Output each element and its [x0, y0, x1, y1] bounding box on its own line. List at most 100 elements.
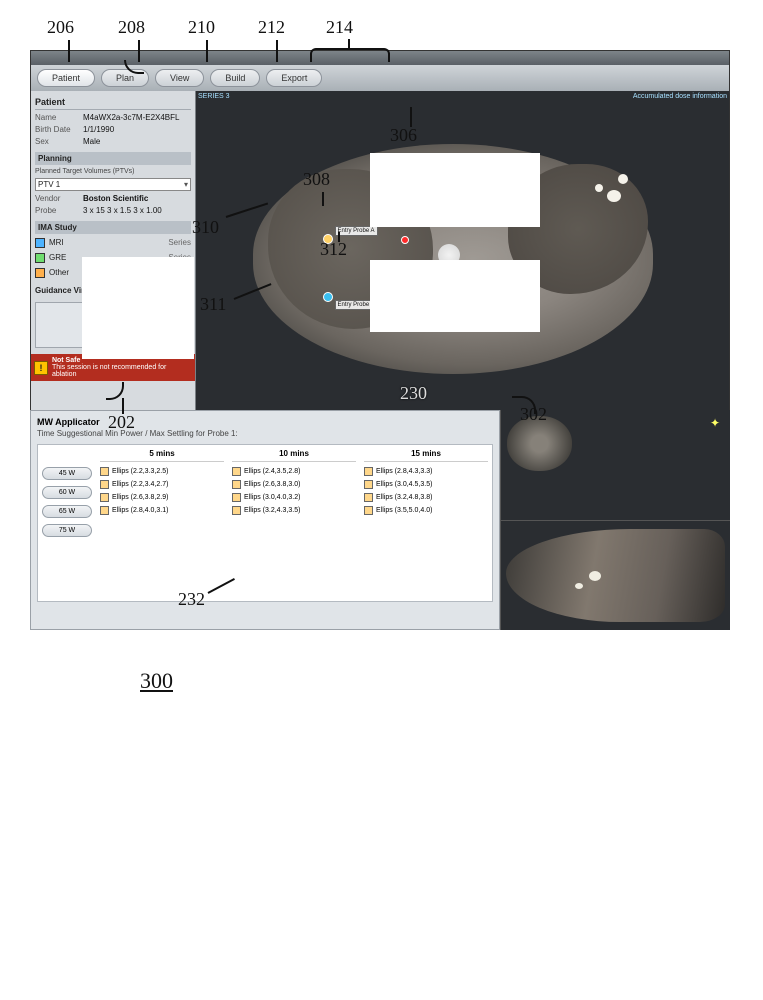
leader-line [348, 39, 350, 49]
probe-cell[interactable]: Ellips (3.5,5.0,4.0) [364, 504, 488, 517]
ct-bright-dot [607, 190, 621, 202]
checkbox-icon[interactable] [232, 467, 241, 476]
callout-212: 212 [258, 18, 285, 36]
ima-row-0[interactable]: MRI Series [35, 237, 191, 249]
target-pin-a[interactable] [401, 236, 409, 244]
tab-patient[interactable]: Patient [37, 69, 95, 87]
ima-row-1[interactable]: GRE Series [35, 252, 191, 264]
power-btn-2[interactable]: 65 W [42, 505, 92, 518]
ct-aorta [438, 244, 460, 266]
entry-pin-a[interactable] [323, 234, 333, 244]
probe-cell[interactable]: Ellips (2.6,3.8,3.0) [232, 478, 356, 491]
probe-cell[interactable]: Ellips (3.2,4.3,3.5) [232, 504, 356, 517]
power-btn-0[interactable]: 45 W [42, 467, 92, 480]
vendor-value: Boston Scientific [83, 194, 191, 203]
probe-suggestion-panel: MW Applicator Time Suggestional Min Powe… [30, 410, 500, 630]
callout-208: 208 [118, 18, 145, 36]
planning-header-text: Planning [38, 154, 72, 163]
thumb-sagittal[interactable] [501, 520, 730, 631]
probe-cell[interactable]: Ellips (2.6,3.8,2.9) [100, 491, 224, 504]
checkbox-icon[interactable] [100, 506, 109, 515]
probe-col-0: 5 mins Ellips (2.2,3.3,2.5) Ellips (2.2,… [100, 449, 224, 517]
ptv-selected: PTV 1 [38, 180, 60, 189]
power-btn-3[interactable]: 75 W [42, 524, 92, 537]
planning-header[interactable]: Planning [35, 152, 191, 165]
swatch-icon [35, 253, 45, 263]
probe-cell[interactable]: Ellips (2.2,3.3,2.5) [100, 465, 224, 478]
ptv-subheader: Planned Target Volumes (PTVs) [35, 168, 191, 175]
thumb-axial[interactable]: ✦ [501, 410, 730, 520]
target-pin-b[interactable] [401, 294, 409, 302]
patient-name-row: Name M4aWX2a-3c7M-E2X4BFL [35, 113, 191, 122]
checkbox-icon[interactable] [100, 493, 109, 502]
probe-cell[interactable]: Ellips (2.2,3.4,2.7) [100, 478, 224, 491]
checkbox-icon[interactable] [364, 467, 373, 476]
probe-cell-text: Ellips (2.2,3.3,2.5) [112, 468, 168, 475]
ima-series-0: Series [168, 238, 191, 248]
probe-cell[interactable]: Ellips (2.4,3.5,2.8) [232, 465, 356, 478]
probe-row: Probe 3 x 15 3 x 1.5 3 x 1.00 [35, 206, 191, 215]
probe-col-hdr-2: 15 mins [364, 449, 488, 462]
bright-spot [589, 571, 601, 581]
thumbnail-panel: ✦ [500, 410, 730, 630]
probe-cell-text: Ellips (3.0,4.0,3.2) [244, 494, 300, 501]
tab-plan[interactable]: Plan [101, 69, 149, 87]
tab-build[interactable]: Build [210, 69, 260, 87]
main-row: Patient Name M4aWX2a-3c7M-E2X4BFL Birth … [31, 91, 729, 411]
checkbox-icon[interactable] [232, 506, 241, 515]
menu-bar: Patient Plan View Build Export [31, 65, 729, 91]
ima-label-0: MRI [49, 238, 64, 248]
checkbox-icon[interactable] [100, 467, 109, 476]
ima-series-2: Series [168, 268, 191, 278]
checkbox-icon[interactable] [232, 493, 241, 502]
probe-table: 45 W 60 W 65 W 75 W 5 mins Ellips (2.2,3… [37, 444, 493, 602]
probe-cell-text: Ellips (3.2,4.8,3.8) [376, 494, 432, 501]
vendor-row: Vendor Boston Scientific [35, 194, 191, 203]
probe-cell-text: Ellips (2.2,3.4,2.7) [112, 481, 168, 488]
main-ct-view[interactable]: SERIES 3 Accumulated dose information En… [196, 91, 729, 411]
probe-cell[interactable]: Ellips (3.0,4.0,3.2) [232, 491, 356, 504]
name-label: Name [35, 113, 80, 122]
probe-col-hdr-0: 5 mins [100, 449, 224, 462]
probe-cell-text: Ellips (3.5,5.0,4.0) [376, 507, 432, 514]
dob-label: Birth Date [35, 125, 80, 134]
probe-cell[interactable]: Ellips (3.0,4.5,3.5) [364, 478, 488, 491]
ima-row-2[interactable]: Other Series [35, 267, 191, 279]
ima-header[interactable]: IMA Study [35, 221, 191, 234]
entry-label-a[interactable]: Entry Probe A [335, 226, 378, 236]
checkbox-icon[interactable] [364, 506, 373, 515]
probe-label: Probe [35, 206, 80, 215]
title-bar [31, 51, 729, 65]
dob-value: 1/1/1990 [83, 125, 191, 134]
scan-info-bar: SERIES 3 Accumulated dose information [198, 93, 727, 107]
callout-206: 206 [47, 18, 74, 36]
ptv-select[interactable]: PTV 1 ▾ [35, 178, 191, 191]
patient-sex-row: Sex Male [35, 137, 191, 146]
tab-view[interactable]: View [155, 69, 204, 87]
crosshair-icon: ✦ [708, 416, 722, 430]
tab-export[interactable]: Export [266, 69, 322, 87]
bottom-region: MW Applicator Time Suggestional Min Powe… [30, 410, 730, 630]
probe-cell[interactable]: Ellips (2.8,4.0,3.1) [100, 504, 224, 517]
show-trial-button[interactable]: Show Trial [144, 306, 187, 317]
warn-text: This session is not recommended for abla… [52, 364, 192, 378]
checkbox-icon[interactable] [364, 480, 373, 489]
checkbox-icon[interactable] [232, 480, 241, 489]
warning-bar: ! Not Safe This session is not recommend… [31, 354, 195, 381]
probe-cell[interactable]: Ellips (2.8,4.3,3.3) [364, 465, 488, 478]
checkbox-icon[interactable] [100, 480, 109, 489]
callout-214: 214 [326, 18, 353, 36]
warning-icon: ! [34, 361, 48, 375]
ct-body: Entry Probe A Entry Probe B [243, 124, 683, 394]
probe-col-hdr-1: 10 mins [232, 449, 356, 462]
probe-cell-text: Ellips (2.6,3.8,2.9) [112, 494, 168, 501]
entry-pin-b[interactable] [323, 292, 333, 302]
entry-label-b[interactable]: Entry Probe B [335, 300, 378, 310]
accum-label: Accumulated dose information [633, 93, 727, 107]
probe-cell[interactable]: Ellips (3.2,4.8,3.8) [364, 491, 488, 504]
swatch-icon [35, 238, 45, 248]
checkbox-icon[interactable] [364, 493, 373, 502]
probe-value: 3 x 15 3 x 1.5 3 x 1.00 [83, 206, 191, 215]
mini-ct [507, 416, 572, 471]
power-btn-1[interactable]: 60 W [42, 486, 92, 499]
